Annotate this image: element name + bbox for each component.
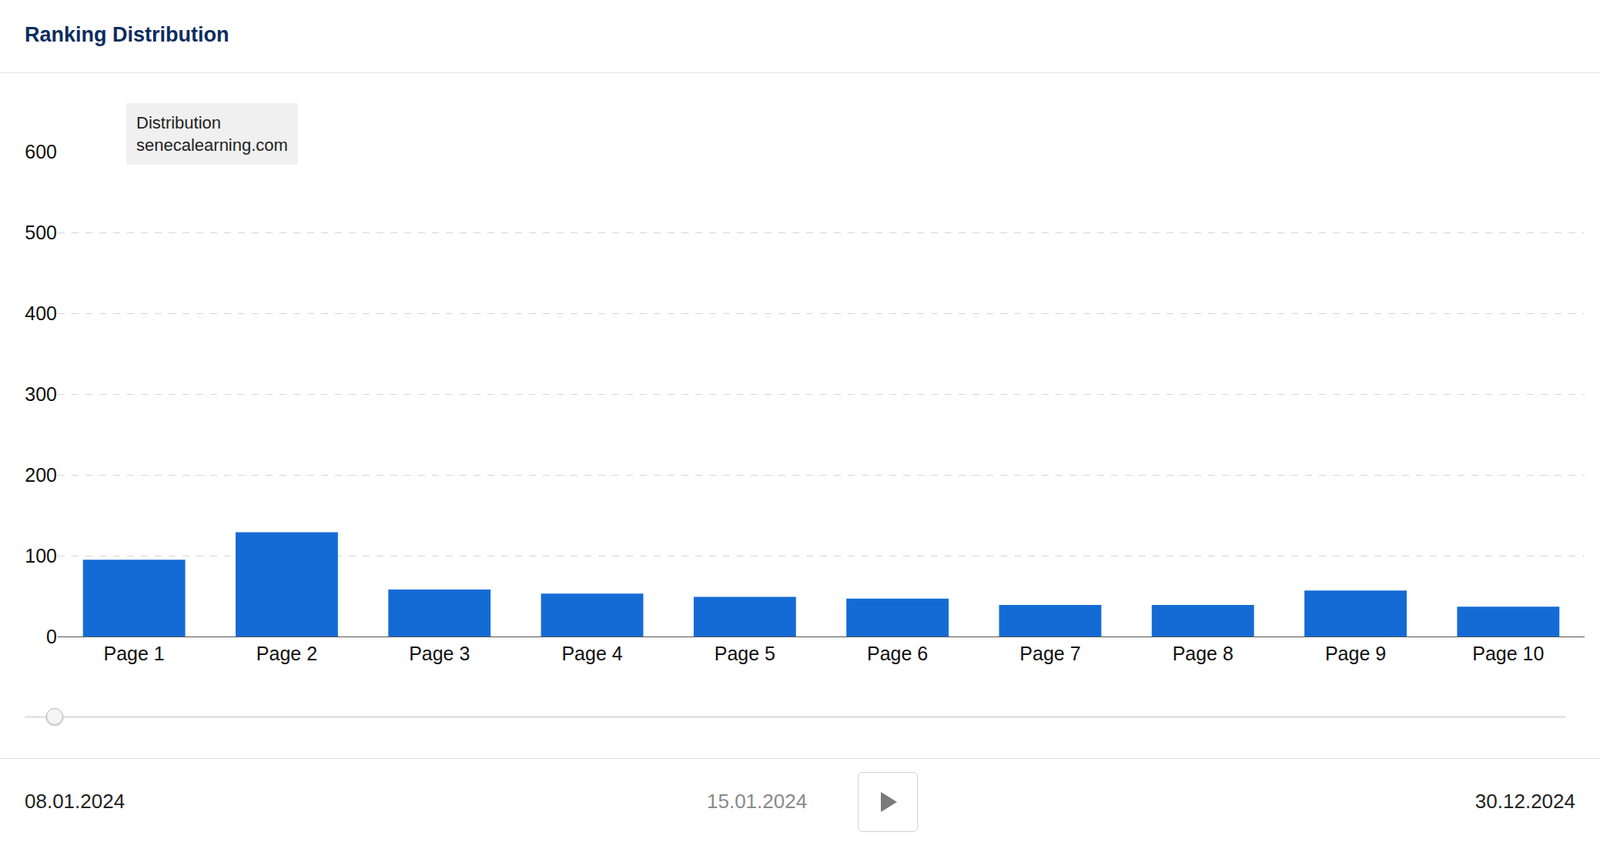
svg-text:Page 6: Page 6 <box>866 642 928 665</box>
svg-text:Page 4: Page 4 <box>561 642 623 665</box>
svg-text:Page 9: Page 9 <box>1325 642 1386 665</box>
svg-text:100: 100 <box>24 545 57 567</box>
svg-text:Page 5: Page 5 <box>714 642 776 665</box>
svg-text:600: 600 <box>24 140 57 163</box>
html-text:30.12.2024: 30.12.2024 <box>1475 789 1576 814</box>
html-text:15.01.2024: 15.01.2024 <box>706 789 808 814</box>
svg-text:Page 7: Page 7 <box>1019 642 1081 665</box>
svg-text:Page 2: Page 2 <box>256 642 318 665</box>
svg-text:Page 1: Page 1 <box>103 642 165 665</box>
html-text:08.01.2024: 08.01.2024 <box>24 789 125 814</box>
svg-text:Page 3: Page 3 <box>408 642 470 665</box>
svg-text:Distributionsenecalearning.com: Distributionsenecalearning.com <box>136 113 288 155</box>
svg-text:500: 500 <box>24 221 57 244</box>
svg-text:400: 400 <box>24 302 57 325</box>
html-text:Ranking Distribution: Ranking Distribution <box>24 23 230 47</box>
svg-text:300: 300 <box>24 383 57 406</box>
svg-text:0: 0 <box>46 625 57 648</box>
svg-text:Page 8: Page 8 <box>1172 642 1234 665</box>
svg-text:200: 200 <box>24 464 57 486</box>
svg-text:Page 10: Page 10 <box>1472 642 1544 665</box>
